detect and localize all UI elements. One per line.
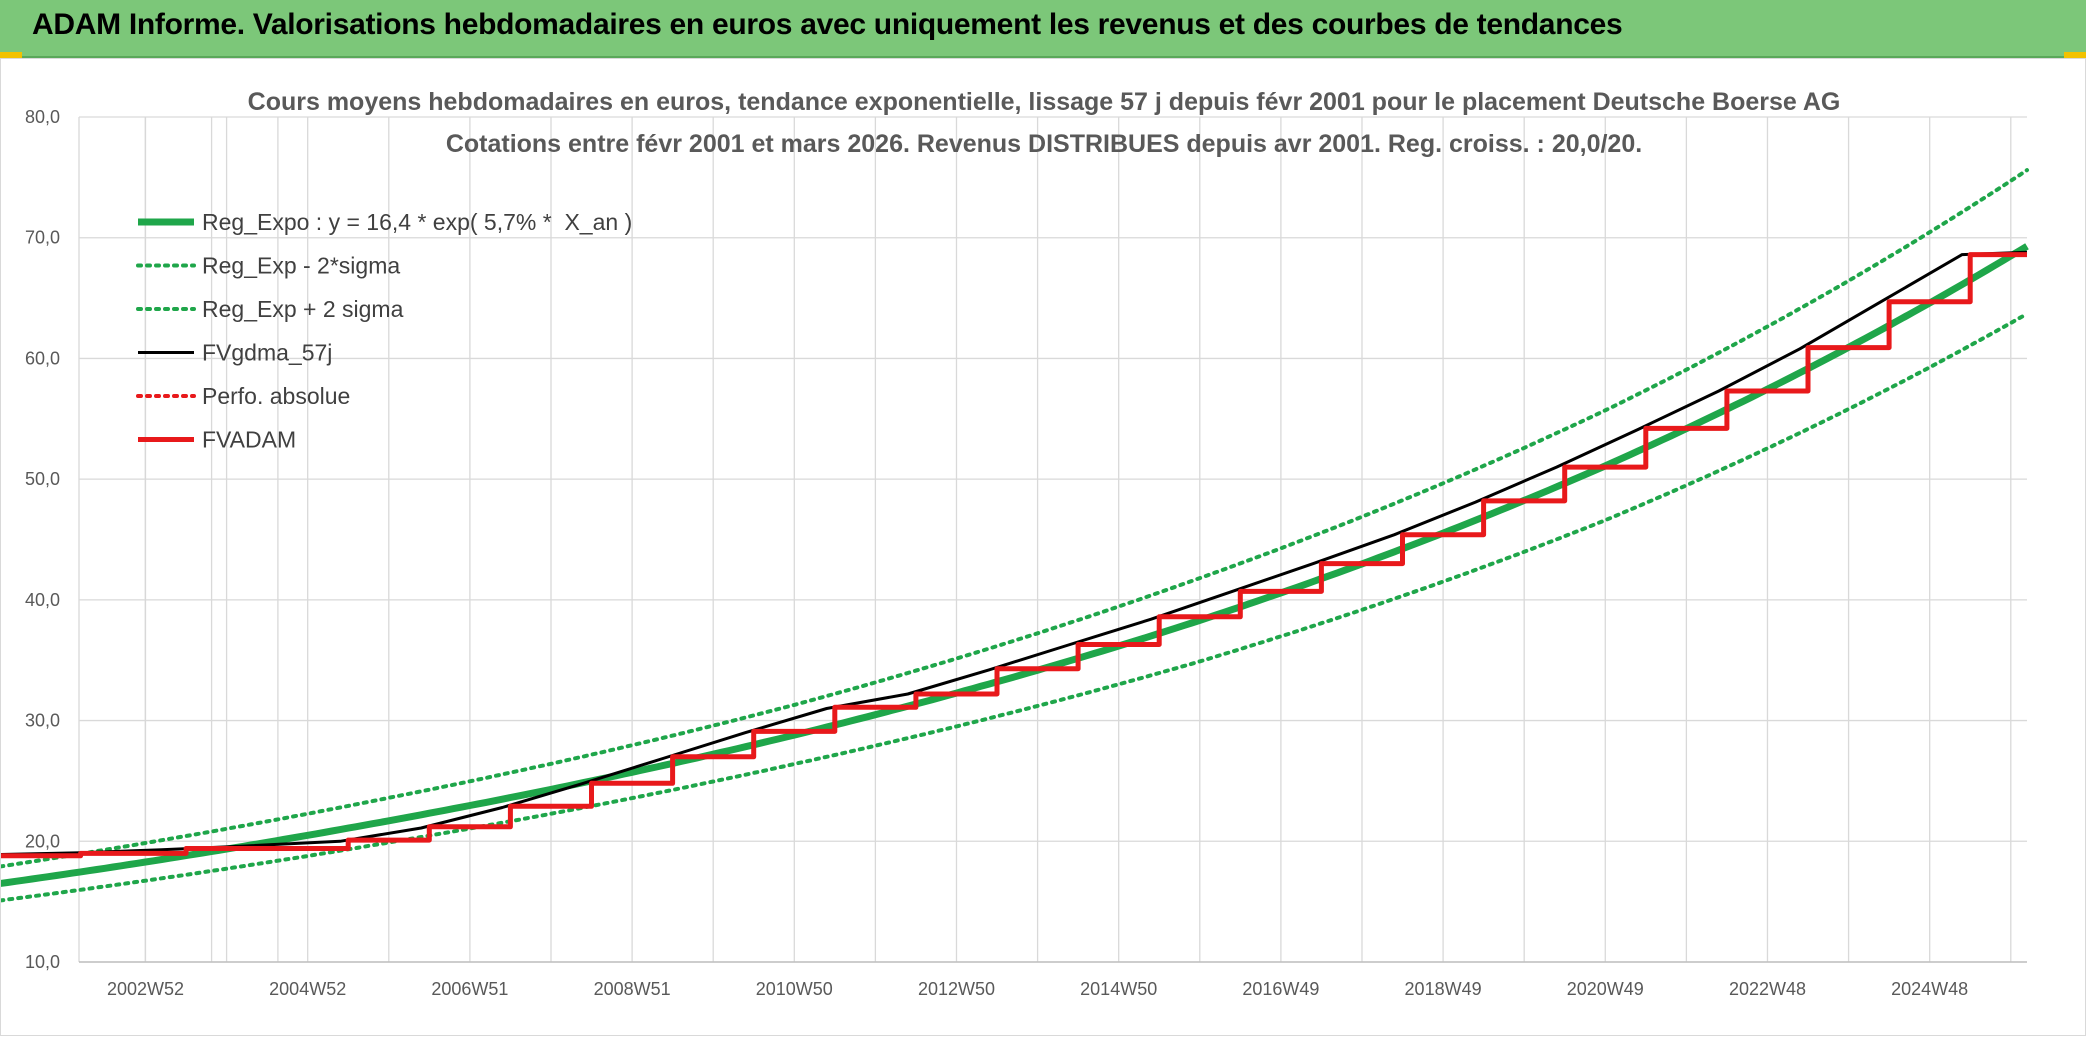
legend-label: Perfo. absolue [202,383,350,409]
x-tick-label: 2006W51 [431,979,508,999]
x-tick-label: 2010W50 [756,979,833,999]
y-tick-label: 10,0 [25,952,60,972]
x-tick-label: 2022W48 [1729,979,1806,999]
corner-marker-right [2064,52,2086,58]
legend: Reg_Expo : y = 16,4 * exp( 5,7% * X_an )… [136,209,632,453]
x-tick-label: 2024W48 [1891,979,1968,999]
chart-titles: Cours moyens hebdomadaires en euros, ten… [248,88,1841,158]
y-tick-label: 80,0 [25,107,60,127]
x-tick-label: 2012W50 [918,979,995,999]
x-tick-label: 2020W49 [1567,979,1644,999]
y-tick-label: 30,0 [25,711,60,731]
chart-subtitle: Cotations entre févr 2001 et mars 2026. … [446,130,1642,158]
legend-label: Reg_Exp - 2*sigma [202,253,400,279]
series-line-fvadam [1,252,2027,859]
legend-label: Reg_Expo : y = 16,4 * exp( 5,7% * X_an ) [202,209,632,235]
chart-area: 10,0 20,0 30,0 40,0 50,0 60,0 70,0 80,0 2002W52 2… [0,58,2086,1036]
y-tick-label: 40,0 [25,590,60,610]
report-title: ADAM Informe. Valorisations hebdomadaire… [32,8,1623,41]
y-tick-label: 60,0 [25,348,60,368]
y-tick-label: 70,0 [25,228,60,248]
legend-label: FVgdma_57j [202,340,332,366]
chart-title: Cours moyens hebdomadaires en euros, ten… [248,88,1841,116]
x-tick-label: 2018W49 [1405,979,1482,999]
axis-tick-labels: 10,0 20,0 30,0 40,0 50,0 60,0 70,0 80,0 2002W52 2… [25,107,1968,999]
corner-marker-left [0,52,22,58]
x-tick-label: 2016W49 [1242,979,1319,999]
x-tick-label: 2008W51 [594,979,671,999]
x-tick-label: 2004W52 [269,979,346,999]
y-tick-label: 20,0 [25,831,60,851]
y-tick-label: 50,0 [25,469,60,489]
x-tick-label: 2014W50 [1080,979,1157,999]
line-chart: 10,0 20,0 30,0 40,0 50,0 60,0 70,0 80,0 2002W52 2… [1,88,2029,999]
report-banner: ADAM Informe. Valorisations hebdomadaire… [0,0,2086,58]
legend-label: Reg_Exp + 2 sigma [202,296,404,322]
legend-label: FVADAM [202,427,296,453]
x-tick-label: 2002W52 [107,979,184,999]
series-line-reg-exp [1,168,2029,869]
series-layer [1,168,2029,903]
series-line-reg-exp [1,311,2029,903]
